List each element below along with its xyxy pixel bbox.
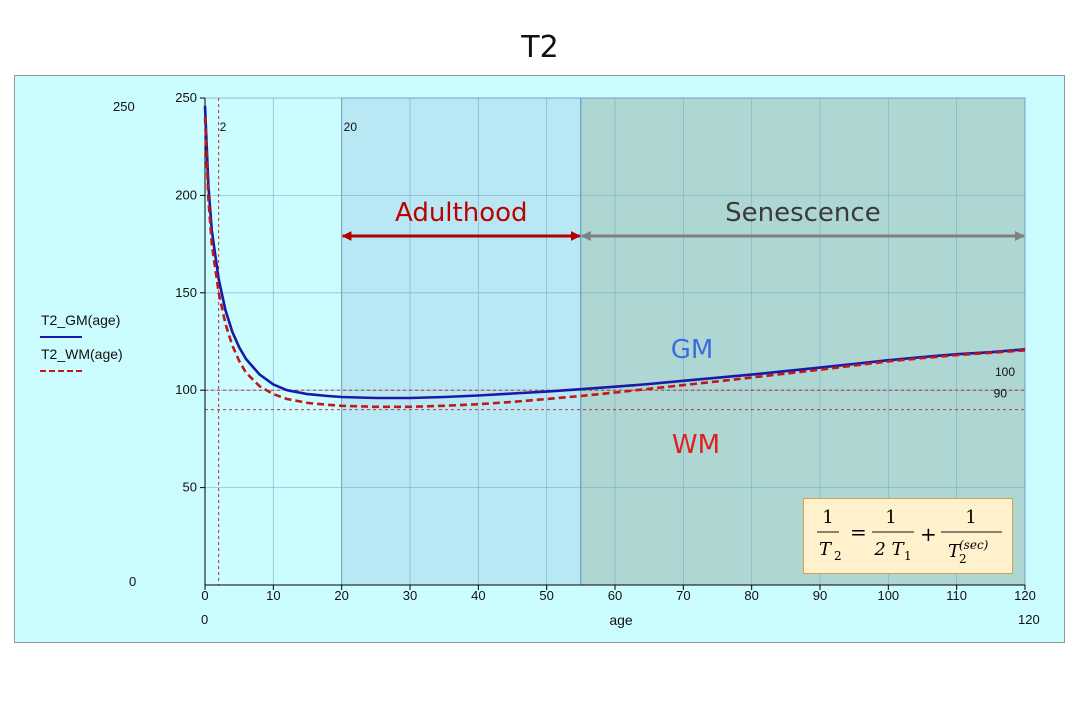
x-tick-label: 100 [877,588,899,603]
x-tick-label: 110 [946,588,967,603]
x-tick-label: 60 [608,588,622,603]
formula-lhs-den-sub: 2 [834,549,842,563]
reference-label-x-2: 2 [220,120,227,134]
formula-sec-num: 1 [965,507,976,528]
formula-t1-den-sub: 1 [904,549,912,563]
side-label-x-left: 0 [201,612,209,627]
formula-lhs-num: 1 [822,507,833,528]
annotation-gm: GM [671,335,714,365]
annotation-wm: WM [672,430,720,460]
x-tick-label: 120 [1014,588,1036,603]
x-tick-label: 40 [471,588,485,603]
x-tick-label: 0 [201,588,208,603]
slide-title: T2 [521,30,559,65]
formula-equals: = [850,520,867,544]
side-label-y-bottom: 0 [129,574,137,589]
y-tick-label: 200 [175,187,197,202]
x-tick-label: 20 [334,588,348,603]
series-line-gm [203,105,1026,400]
formula-t1-den: 2 T [873,539,905,560]
region-adulthood [341,97,582,586]
formula-sec-den-sub: 2 [959,552,967,566]
formula-sec-den-sup: (sec) [959,538,989,552]
formula-t1-num: 1 [885,507,896,528]
legend-gm-line [40,336,82,338]
formula-lhs-den: T [819,539,833,560]
y-tick-label: 100 [175,382,197,397]
y-tick-label: 150 [175,285,197,300]
legend-wm-line [40,370,82,372]
x-tick-label: 80 [744,588,758,603]
x-tick-label: 90 [813,588,827,603]
series-line-wm [203,117,1026,409]
legend-wm-label: T2_WM(age) [41,346,123,362]
annotation-adulthood: Adulthood [395,198,528,228]
side-label-x-right: 120 [1018,612,1040,627]
x-tick-label: 10 [266,588,280,603]
x-tick-label: 70 [676,588,690,603]
y-tick-label: 50 [183,480,197,495]
formula-svg: 1 T 2 = 1 2 T 1 + 1 T 2 (sec) [817,507,1002,566]
reference-label-x-20: 20 [344,120,358,134]
annotation-senescence: Senescence [725,198,881,228]
formula-sec-den: T [948,541,962,562]
formula-plus: + [920,522,937,546]
side-label-y-top: 250 [113,99,135,114]
legend-gm-label: T2_GM(age) [41,312,121,328]
formula-box: 1 T 2 = 1 2 T 1 + 1 T 2 (sec) [803,498,1013,574]
y-tick-label: 250 [175,90,197,105]
reference-label-y-100: 100 [995,365,1015,379]
reference-label-y-90: 90 [994,387,1008,401]
x-tick-label: 50 [539,588,553,603]
x-axis-label: age [609,612,633,628]
x-tick-label: 30 [403,588,417,603]
